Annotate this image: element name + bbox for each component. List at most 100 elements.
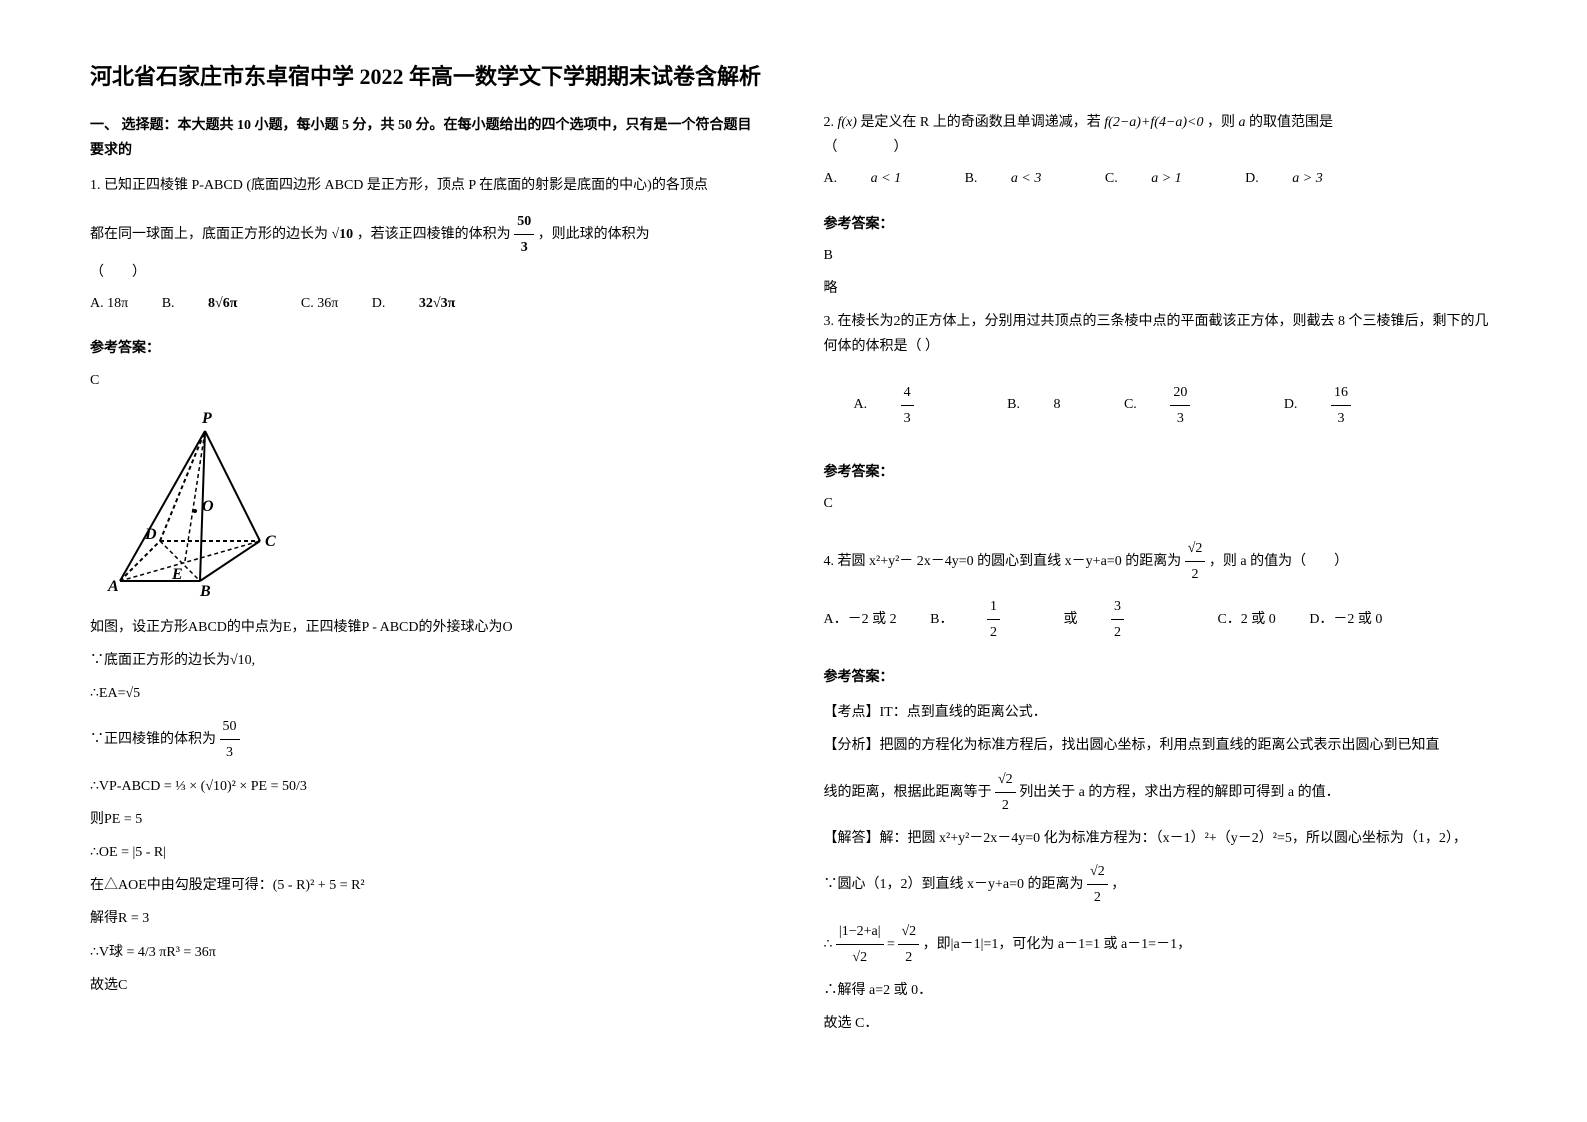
- q4-frac3-den: 2: [1087, 885, 1108, 910]
- q4-jieda4: ∴解得 a=2 或 0．: [824, 978, 1498, 1003]
- q1-options: A. 18π B. 8√6π C. 36π D. 32√3π: [90, 291, 764, 316]
- q2-options: A. a < 1 B. a < 3 C. a > 1 D. a > 3: [824, 166, 1498, 191]
- q2-fx: f(x): [838, 115, 857, 130]
- q2-optC: C.: [1105, 171, 1118, 186]
- q4-jieda5: 故选 C．: [824, 1011, 1498, 1036]
- q2-a: a: [1239, 115, 1246, 130]
- q1-optB-wrap: B. 8√6π: [162, 296, 271, 311]
- q4-frac2-num: √2: [995, 767, 1016, 793]
- q4-optD: D．－2 或 0: [1309, 612, 1382, 627]
- q3-optA-wrap: A. 4 3: [854, 397, 978, 412]
- q3-text: 3. 在棱长为2的正方体上，分别用过共顶点的三条棱中点的平面截该正方体，则截去 …: [824, 309, 1498, 359]
- q4-frac3-num: √2: [1087, 859, 1108, 885]
- q3-fracD-num: 16: [1331, 380, 1351, 406]
- q2-answer-label: 参考答案：: [824, 212, 1498, 237]
- frac-denb: 3: [220, 740, 240, 765]
- q4-fracB2-den: 2: [1111, 620, 1124, 645]
- q1-sol8: 在△AOE中由勾股定理可得：(5 - R)² + 5 = R²: [90, 873, 764, 898]
- q3-answer: C: [824, 491, 1498, 516]
- q4-frac2: √2 2: [995, 767, 1016, 818]
- svg-text:B: B: [199, 583, 211, 600]
- q1-optD: D.: [372, 296, 386, 311]
- q3-options: A. 4 3 B. 8 C. 20 3 D. 16: [854, 380, 1498, 431]
- q2-optB-wrap: B. a < 3: [965, 171, 1075, 186]
- q3-optB: B.: [1007, 397, 1020, 412]
- q2-optC-wrap: C. a > 1: [1105, 171, 1215, 186]
- q2-optA: A.: [824, 171, 838, 186]
- q1-sol4-line: ∵正四棱锥的体积为 50 3: [90, 714, 764, 765]
- q4-frac-lhs-num: |1−2+a|: [836, 919, 884, 945]
- svg-text:E: E: [171, 566, 183, 583]
- q1-sol1: 如图，设正方形ABCD的中点为E，正四棱锥P - ABCD的外接球心为O: [90, 615, 764, 640]
- q2-optD-val: a > 3: [1292, 171, 1322, 186]
- q4-fracB2-num: 3: [1111, 594, 1124, 620]
- q2-optD-wrap: D. a > 3: [1245, 171, 1353, 186]
- q4-jieda3-line: ∴ |1−2+a| √2 = √2 2 ，即|a－1|=1，可化为 a－1=1 …: [824, 919, 1498, 970]
- q4-frac2-den: 2: [995, 793, 1016, 818]
- q4-optB: B．: [930, 612, 953, 627]
- q3-optA: A.: [854, 397, 868, 412]
- problem-4: 4. 若圆 x²+y²－ 2x－4y=0 的圆心到直线 x－y+a=0 的距离为…: [824, 536, 1498, 651]
- q2-optA-val: a < 1: [871, 171, 901, 186]
- q3-fracD-den: 3: [1331, 406, 1351, 431]
- q1-sol5: ∴VP-ABCD = ⅓ × (√10)² × PE = 50/3: [90, 774, 764, 799]
- svg-text:O: O: [202, 498, 214, 515]
- q1-optD-wrap: D. 32√3π: [372, 296, 485, 311]
- frac-num: 50: [514, 209, 534, 235]
- section1-header: 一、 选择题：本大题共 10 小题，每小题 5 分，共 50 分。在每小题给出的…: [90, 113, 764, 163]
- q3-optB-wrap: B. 8: [1007, 397, 1094, 412]
- q3-fracA-den: 3: [901, 406, 914, 431]
- q3-fracC-den: 3: [1170, 406, 1190, 431]
- q4-jieda2-line: ∵圆心（1，2）到直线 x－y+a=0 的距离为 √2 2 ，: [824, 859, 1498, 910]
- q4-optB-wrap: B． 1 2 或 3 2: [930, 612, 1187, 627]
- q4-optB-or: 或: [1063, 612, 1077, 627]
- q1-sol10: ∴V球 = 4/3 πR³ = 36π: [90, 940, 764, 965]
- q1-sol3: ∴EA=√5: [90, 681, 764, 706]
- q2-num: 2.: [824, 115, 835, 130]
- q2-paren: （ ）: [824, 135, 1498, 160]
- q4-jieda3-eq: =: [887, 936, 895, 951]
- q4-kaodian: 【考点】IT：点到直线的距离公式．: [824, 700, 1498, 725]
- q3-optD-wrap: D. 16 3: [1284, 397, 1411, 412]
- q2-answer-note: 略: [824, 276, 1498, 301]
- q3-optB-val: 8: [1053, 397, 1060, 412]
- q1-text1: 1. 已知正四棱锥 P-ABCD (底面四边形 ABCD 是正方形，顶点 P 在…: [90, 173, 764, 198]
- q4-frac-lhs-den: √2: [836, 945, 884, 970]
- q4-frac3: √2 2: [1087, 859, 1108, 910]
- q4-optA: A．－2 或 2: [824, 612, 897, 627]
- q2-optB: B.: [965, 171, 978, 186]
- q3-fracD: 16 3: [1331, 380, 1381, 431]
- q1-sol7: ∴OE = |5 - R|: [90, 840, 764, 865]
- sqrt10-symbol: √10: [332, 226, 354, 241]
- q4-jieda3-post: ，即|a－1|=1，可化为 a－1=1 或 a－1=－1，: [923, 936, 1191, 951]
- q3-fracC: 20 3: [1170, 380, 1220, 431]
- q4-t1: 4. 若圆 x²+y²－ 2x－4y=0 的圆心到直线 x－y+a=0 的距离为: [824, 554, 1182, 569]
- q2-t3: ，则: [1207, 115, 1235, 130]
- q1-answer-label: 参考答案：: [90, 336, 764, 361]
- q1-optC: C. 36π: [301, 296, 338, 311]
- q3-answer-label: 参考答案：: [824, 460, 1498, 485]
- q4-fenxi2-pre: 线的距离，根据此距离等于: [824, 784, 992, 799]
- q2-optA-wrap: A. a < 1: [824, 171, 935, 186]
- q4-frac-lhs: |1−2+a| √2: [836, 919, 884, 970]
- q2-optD: D.: [1245, 171, 1259, 186]
- q4-frac-rhs-den: 2: [898, 945, 919, 970]
- problem-1: 1. 已知正四棱锥 P-ABCD (底面四边形 ABCD 是正方形，顶点 P 在…: [90, 173, 764, 322]
- q1-sol11: 故选C: [90, 973, 764, 998]
- q1-text2: 都在同一球面上，底面正方形的边长为: [90, 226, 328, 241]
- problem-3: 3. 在棱长为2的正方体上，分别用过共顶点的三条棱中点的平面截该正方体，则截去 …: [824, 309, 1498, 437]
- q4-frac-rhs-num: √2: [898, 919, 919, 945]
- q2-optC-val: a > 1: [1151, 171, 1181, 186]
- q3-fracA: 4 3: [901, 380, 944, 431]
- q1-optD-val: 32√3π: [419, 296, 455, 311]
- pyramid-diagram: P O A B C D E: [90, 411, 290, 601]
- q1-text-line2: 都在同一球面上，底面正方形的边长为 √10 ，若该正四棱锥的体积为 50 3 ，…: [90, 209, 764, 260]
- q1-sol9: 解得R = 3: [90, 906, 764, 931]
- frac-50-3-b: 50 3: [220, 714, 240, 765]
- q2-t4: 的取值范围是: [1249, 115, 1333, 130]
- svg-text:C: C: [265, 533, 276, 550]
- q4-fenxi1: 【分析】把圆的方程化为标准方程后，找出圆心坐标，利用点到直线的距离公式表示出圆心…: [824, 733, 1498, 758]
- q4-frac1-den: 2: [1185, 562, 1206, 587]
- q4-jieda3-pre: ∴: [824, 936, 833, 951]
- q1-optB-val: 8√6π: [208, 296, 237, 311]
